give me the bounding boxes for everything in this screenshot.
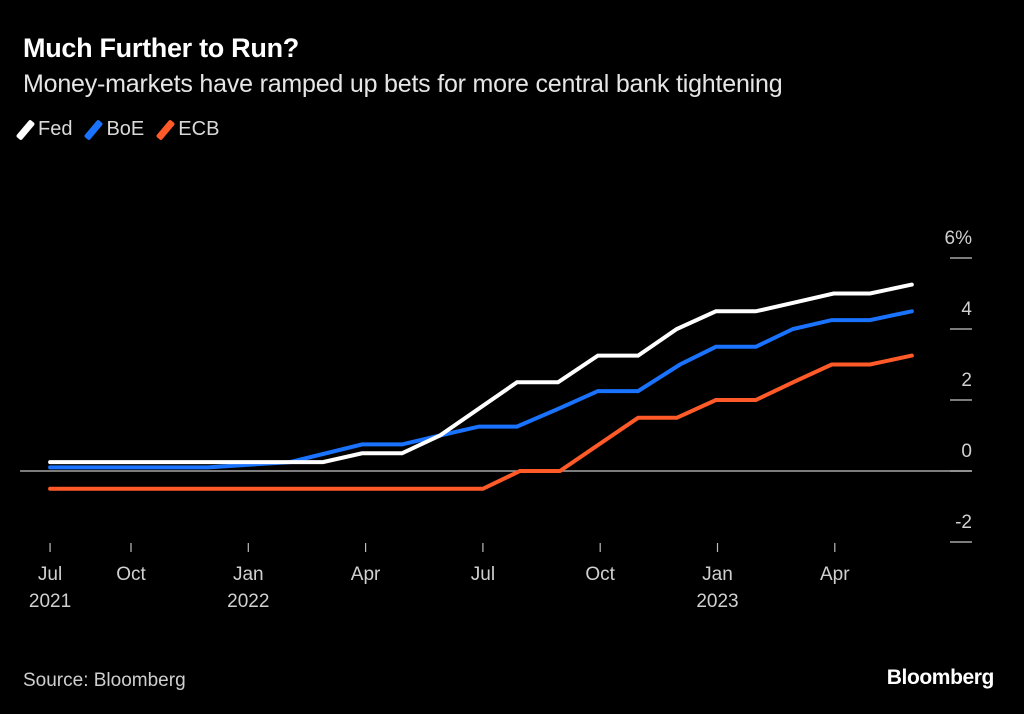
x-tick-label: Apr	[820, 564, 850, 585]
x-tick-year-label: 2022	[227, 591, 269, 612]
y-tick-label: 2	[961, 370, 972, 391]
legend-label: ECB	[178, 118, 220, 140]
bloomberg-logo: Bloomberg	[886, 666, 995, 689]
series-line-fed	[48, 282, 914, 465]
legend: Fed BoE ECB	[15, 118, 220, 141]
y-tick-label: 6%	[945, 228, 973, 249]
y-tick-label: 4	[961, 299, 972, 320]
x-tick-year-label: 2021	[29, 591, 71, 612]
x-tick-label: Apr	[351, 564, 381, 585]
y-tick-label: -2	[955, 512, 972, 533]
legend-label: Fed	[38, 118, 73, 140]
legend-item-ecb: ECB	[156, 118, 220, 141]
source-note: Source: Bloomberg	[23, 670, 186, 691]
legend-item-boe: BoE	[84, 118, 145, 141]
x-tick-year-label: 2023	[696, 591, 738, 612]
legend-item-fed: Fed	[15, 118, 73, 141]
chart-subtitle: Money-markets have ramped up bets for mo…	[23, 70, 783, 98]
x-tick-label: Oct	[116, 564, 146, 585]
x-tick-label: Jul	[38, 564, 62, 585]
series-line-boe	[48, 309, 914, 470]
y-tick-label: 0	[961, 441, 972, 462]
x-tick-label: Jan	[233, 564, 264, 585]
series-line-ecb	[48, 353, 914, 491]
legend-label: BoE	[106, 118, 145, 140]
chart-title: Much Further to Run?	[23, 33, 299, 63]
x-tick-label: Jul	[471, 564, 495, 585]
x-tick-label: Jan	[702, 564, 733, 585]
x-tick-label: Oct	[585, 564, 615, 585]
